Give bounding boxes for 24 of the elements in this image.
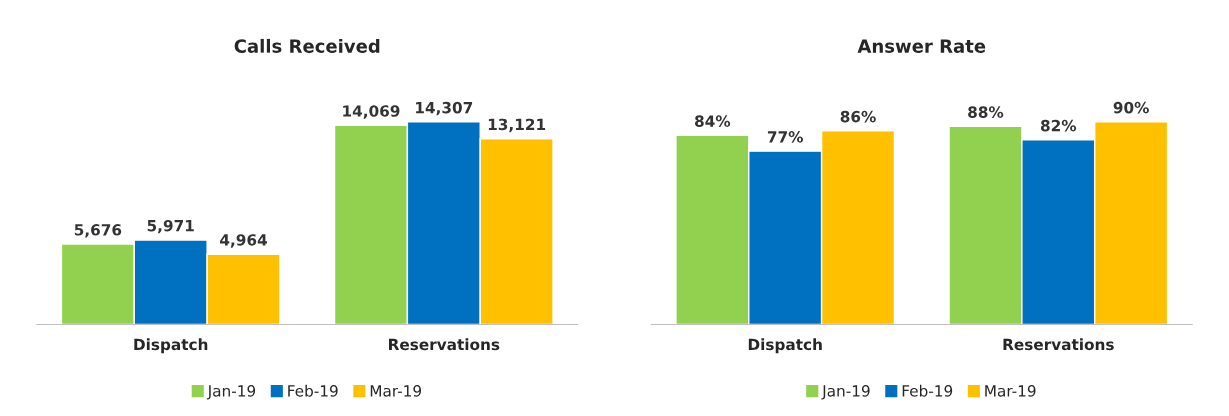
data-label: 84% (695, 115, 731, 127)
chart-title: Calls Received (234, 38, 380, 53)
data-label: 88% (968, 106, 1004, 118)
data-label: 13,121 (488, 118, 546, 133)
legend-label: Jan-19 (821, 385, 870, 400)
legend-label: Jan-19 (206, 385, 256, 400)
x-tick-label: Dispatch (748, 338, 822, 354)
data-label: 82% (1040, 119, 1077, 132)
legend-label: Feb-19 (288, 384, 338, 397)
data-label: 77% (767, 131, 803, 143)
data-label: 5,676 (74, 224, 122, 238)
legend-label: Mar-19 (985, 385, 1036, 397)
x-tick-label: Reservations (1003, 338, 1114, 351)
legend-label: Feb-19 (902, 384, 953, 397)
x-tick-label: Dispatch (134, 338, 208, 354)
data-label: 86% (840, 110, 876, 123)
data-label: 14,069 (343, 105, 400, 119)
data-label: 5,971 (147, 219, 194, 234)
legend-label: Mar-19 (370, 385, 422, 397)
chart-title: Answer Rate (857, 39, 986, 53)
x-tick-label: Reservations (389, 338, 500, 351)
data-label: 4,964 (220, 234, 267, 248)
data-label: 90% (1113, 101, 1149, 114)
data-label: 14,307 (416, 101, 473, 116)
